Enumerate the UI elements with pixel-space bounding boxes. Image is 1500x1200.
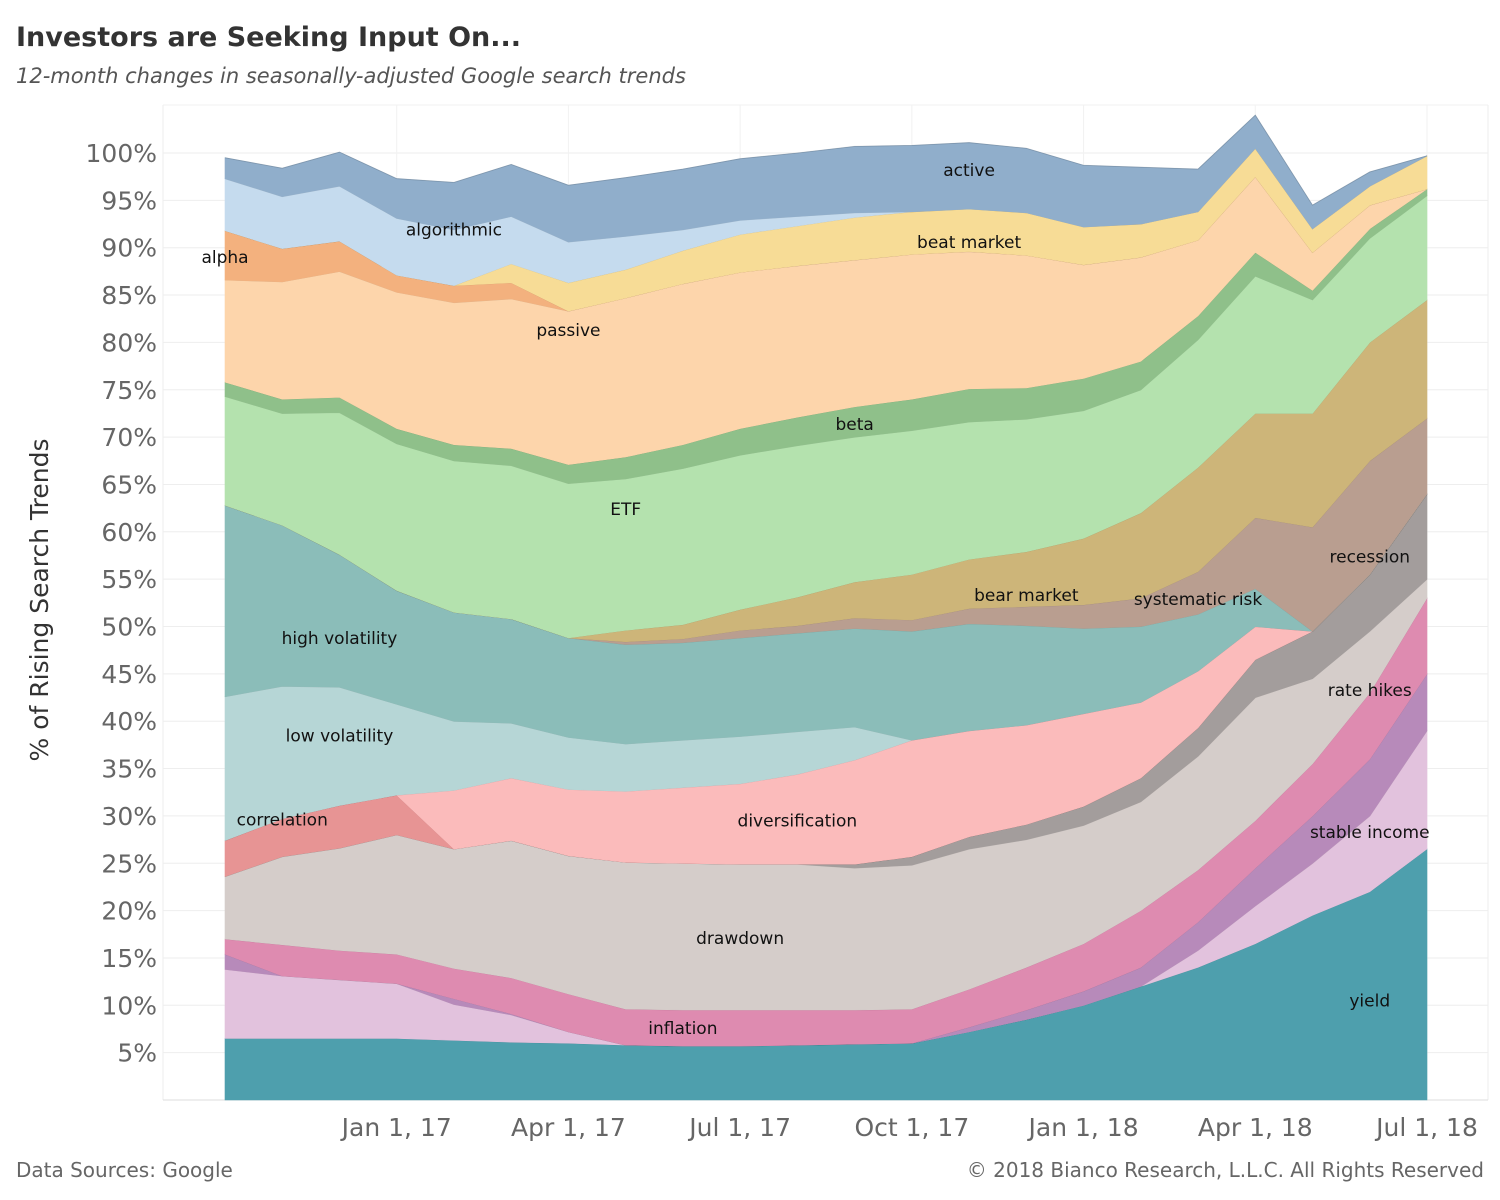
y-tick-label: 65% [101,470,157,499]
series-label-low-volatility: low volatility [286,726,394,746]
series-label-etf: ETF [610,500,641,520]
series-label-passive: passive [536,321,600,341]
y-tick-label: 30% [101,802,157,831]
series-label-inflation: inflation [648,1019,717,1039]
series-label-bear-market: bear market [974,586,1079,606]
y-axis-label: % of Rising Search Trends [25,439,54,762]
y-tick-label: 40% [101,707,157,736]
series-label-yield: yield [1349,992,1390,1012]
series-label-rate-hikes: rate hikes [1328,681,1412,701]
y-tick-label: 85% [101,281,157,310]
x-tick-label: Apr 1, 18 [1198,1113,1313,1142]
y-tick-label: 10% [101,991,157,1020]
chart-title: Investors are Seeking Input On... [16,22,522,53]
y-tick-label: 100% [86,139,157,168]
y-tick-label: 90% [101,234,157,263]
y-tick-label: 15% [101,944,157,973]
stacked-area-chart: Jan 1, 17 Apr 1, 17 Jul 1, 17 Oct 1, 17 Jan … [25,104,1489,1142]
series-label-recession: recession [1330,547,1411,567]
y-tick-label: 20% [101,897,157,926]
y-tick-label: 70% [101,423,157,452]
y-tick-label: 50% [101,613,157,642]
series-label-stable-income: stable income [1310,823,1430,843]
copyright-note: © 2018 Bianco Research, L.L.C. All Right… [966,1158,1484,1182]
y-tick-label: 45% [101,660,157,689]
y-tick-label: 60% [101,518,157,547]
series-label-drawdown: drawdown [696,929,784,949]
area-edge-active [224,114,1428,206]
series-label-active: active [943,161,995,181]
y-tick-label: 80% [101,328,157,357]
series-label-high-volatility: high volatility [282,629,398,649]
chart-subtitle: 12-month changes in seasonally-adjusted … [16,64,686,88]
y-tick-label: 75% [101,376,157,405]
x-tick-label: Jul 1, 18 [1374,1113,1478,1142]
x-tick-label: Jan 1, 18 [1027,1113,1139,1142]
series-label-systematic-risk: systematic risk [1134,590,1263,610]
x-tick-label: Apr 1, 17 [511,1113,626,1142]
y-tick-label: 5% [117,1039,157,1068]
area-active [224,114,1428,243]
series-label-beat-market: beat market [917,233,1021,253]
area-series [224,114,1428,1101]
y-tick-label: 95% [101,186,157,215]
y-tick-label: 35% [101,755,157,784]
y-tick-label: 25% [101,849,157,878]
series-label-alpha: alpha [201,248,248,268]
data-source-note: Data Sources: Google [16,1158,233,1182]
x-axis-ticks: Jan 1, 17 Apr 1, 17 Jul 1, 17 Oct 1, 17 Jan … [340,1113,1478,1142]
series-labels: yield stable income rate hikes inflation dra… [201,161,1429,1039]
y-axis-ticks: 5% 10% 15% 20% 25% 30% 35% 40% 45% 50% 55% 60% 65% 70… [86,139,157,1068]
series-label-beta: beta [835,415,873,435]
series-label-diversification: diversification [738,812,858,832]
x-tick-label: Oct 1, 17 [854,1113,969,1142]
series-label-algorithmic: algorithmic [406,221,502,241]
y-tick-label: 55% [101,565,157,594]
x-tick-label: Jan 1, 17 [340,1113,452,1142]
x-tick-label: Jul 1, 17 [687,1113,791,1142]
series-label-correlation: correlation [237,811,328,831]
